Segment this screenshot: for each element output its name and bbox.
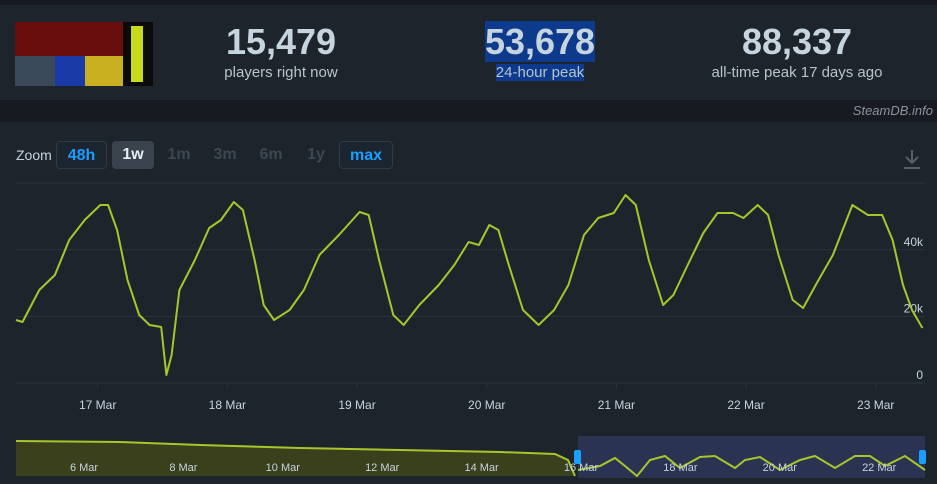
navigator-handle[interactable] [574,450,581,464]
zoom-button[interactable]: 48h [56,141,107,169]
stat-label: players right now [224,64,338,81]
navigator-label: 22 Mar [862,462,897,474]
stat-value: 15,479 [225,21,337,62]
y-tick-label: 40k [904,235,924,249]
x-tick-label: 20 Mar [468,398,505,412]
y-tick-label: 0 [916,368,923,382]
navigator-area [16,441,575,476]
data-line [15,194,924,376]
zoom-button: 1m [167,146,191,163]
navigator-label: 12 Mar [365,462,400,474]
stat-label: all-time peak 17 days ago [711,64,883,81]
art [15,56,55,86]
x-tick-label: 22 Mar [727,398,764,412]
navigator-label: 10 Mar [266,462,301,474]
x-tick-label: 21 Mar [598,398,635,412]
chart-panel [0,122,937,484]
navigator-label: 6 Mar [70,462,98,474]
stat-label: 24-hour peak [495,64,585,81]
stat-value: 53,678 [484,21,596,62]
navigator-label: 8 Mar [169,462,197,474]
x-tick-label: 18 Mar [209,398,246,412]
x-tick-label: 19 Mar [338,398,375,412]
navigator-label: 20 Mar [763,462,798,474]
x-tick-label: 23 Mar [857,398,894,412]
navigator-label: 16 Mar [564,462,599,474]
stat-value: 88,337 [741,21,853,62]
stat: 53,678 24-hour peak [430,21,650,81]
navigator-label: 18 Mar [663,462,698,474]
y-tick-label: 20k [904,302,924,316]
zoom-button: 6m [259,146,283,163]
art [55,56,85,86]
zoom-button: 1y [307,146,325,163]
navigator-handle[interactable] [919,450,926,464]
art [85,56,123,86]
watermark: SteamDB.info [852,103,933,118]
game-image [15,22,153,86]
download-icon[interactable] [902,148,922,170]
x-tick-label: 17 Mar [79,398,116,412]
navigator-label: 14 Mar [464,462,499,474]
zoom-button[interactable]: 1w [112,141,154,169]
zoom-button: 3m [213,146,237,163]
navigator-line [15,440,926,478]
navigator: 6 Mar 8 Mar 10 Mar 12 Mar 14 Mar 16 Mar 18 Mar… [15,436,926,478]
art [131,26,143,82]
stat: 88,337 all-time peak 17 days ago [687,21,907,82]
zoom-button[interactable]: max [339,141,393,169]
stats-panel [0,5,937,100]
zoom-label: Zoom [16,147,52,163]
stat: 15,479 players right now [171,21,391,82]
